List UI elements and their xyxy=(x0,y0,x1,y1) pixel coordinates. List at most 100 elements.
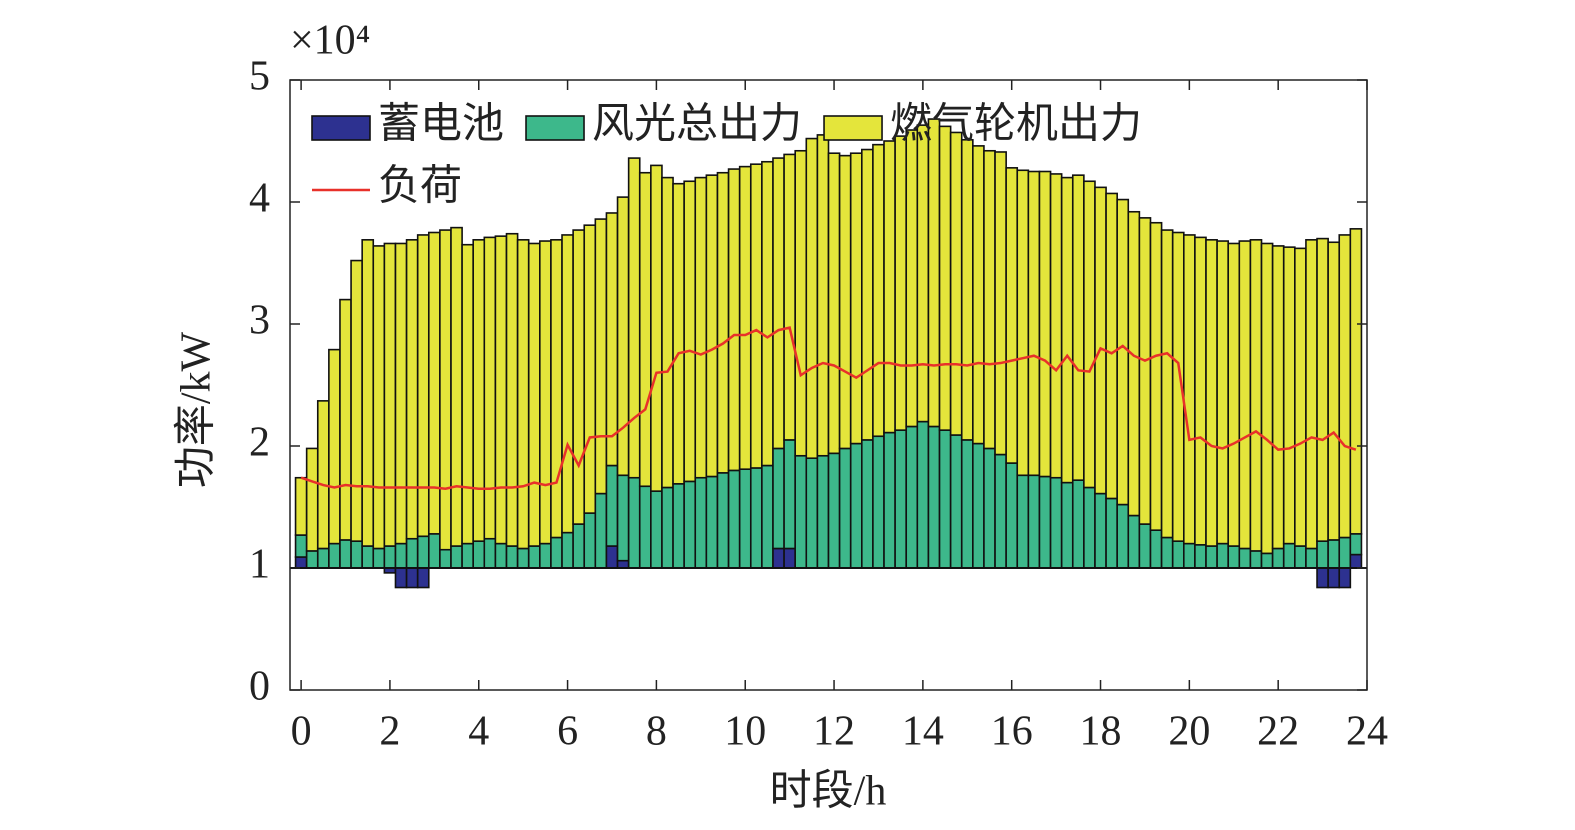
bar xyxy=(1105,192,1118,500)
bar xyxy=(1338,536,1352,569)
bar xyxy=(1027,474,1041,569)
bar xyxy=(916,420,930,569)
bar xyxy=(1027,170,1041,477)
bar xyxy=(1327,539,1341,569)
bar xyxy=(305,447,319,552)
bar xyxy=(983,447,996,569)
x-tick-label: 6 xyxy=(557,709,578,755)
bar xyxy=(583,224,597,514)
x-tick-label: 18 xyxy=(1080,709,1122,755)
bar xyxy=(350,540,363,569)
bar xyxy=(994,151,1007,456)
bar xyxy=(772,547,785,569)
x-tick-label: 2 xyxy=(379,709,400,755)
bar xyxy=(1127,210,1141,517)
bar xyxy=(1238,240,1252,550)
bar xyxy=(916,124,930,423)
bar xyxy=(1138,217,1152,525)
bar xyxy=(1116,503,1130,569)
bar xyxy=(905,425,919,569)
bar xyxy=(1227,545,1241,569)
bar xyxy=(1316,237,1329,542)
bar xyxy=(1316,540,1329,569)
bar xyxy=(650,164,663,492)
bar xyxy=(1305,239,1318,550)
bar xyxy=(561,234,574,534)
bar xyxy=(1316,567,1329,589)
load-line xyxy=(300,326,1357,490)
bar xyxy=(705,174,719,478)
bar xyxy=(1049,173,1063,479)
bar xyxy=(483,537,497,569)
bar xyxy=(1294,545,1307,569)
bar xyxy=(1060,176,1074,484)
legend-label: 蓄电池 xyxy=(378,102,504,148)
bar xyxy=(694,176,708,479)
bar xyxy=(616,196,630,477)
bar xyxy=(494,235,508,545)
bar xyxy=(1271,245,1285,550)
bar xyxy=(894,429,908,569)
y-tick-label: 3 xyxy=(249,298,270,344)
legend-label: 负荷 xyxy=(378,164,462,210)
bar xyxy=(816,134,830,457)
bar xyxy=(516,239,530,550)
bar xyxy=(472,239,486,542)
bar xyxy=(605,545,619,569)
bar xyxy=(1205,545,1218,569)
bar xyxy=(627,157,641,479)
bar xyxy=(439,229,452,551)
bar xyxy=(1149,221,1163,531)
bar xyxy=(1249,239,1263,552)
bar xyxy=(894,135,908,431)
bar xyxy=(827,452,841,569)
bar xyxy=(439,548,452,569)
bar xyxy=(1260,552,1274,569)
bar xyxy=(505,232,519,547)
bar xyxy=(1238,547,1252,569)
bar xyxy=(316,400,330,550)
bar xyxy=(883,431,896,569)
bar xyxy=(1338,234,1352,539)
bar xyxy=(1049,476,1063,569)
bar xyxy=(450,545,463,569)
bar xyxy=(527,545,541,569)
bar xyxy=(505,545,519,569)
bar xyxy=(783,439,796,550)
bar xyxy=(1260,242,1274,555)
legend-label: 燃气轮机出力 xyxy=(890,102,1142,148)
bar xyxy=(1160,536,1174,569)
bar xyxy=(1305,547,1318,569)
bar xyxy=(472,540,486,569)
bar xyxy=(638,485,652,569)
bar xyxy=(616,559,630,569)
bar xyxy=(1038,475,1052,569)
bar xyxy=(861,439,874,569)
y-tick-label: 0 xyxy=(249,664,270,710)
bar xyxy=(1160,229,1174,539)
bar xyxy=(394,542,408,569)
x-tick-label: 12 xyxy=(813,709,855,755)
bar xyxy=(483,236,497,540)
bar xyxy=(461,542,475,569)
bar xyxy=(683,180,697,483)
bar xyxy=(1094,492,1107,569)
bar xyxy=(672,483,685,569)
bar xyxy=(638,171,652,488)
bar xyxy=(450,226,463,547)
bar xyxy=(461,243,475,545)
y-tick-label: 1 xyxy=(249,542,270,588)
bar xyxy=(1216,240,1230,545)
bar xyxy=(561,531,574,569)
x-tick-label: 22 xyxy=(1257,709,1299,755)
bar xyxy=(1227,242,1241,547)
bar xyxy=(783,547,796,569)
bar xyxy=(661,486,674,569)
bar xyxy=(672,182,685,485)
bar xyxy=(838,447,852,569)
bar xyxy=(927,118,941,428)
bar xyxy=(294,556,308,569)
bar xyxy=(1005,167,1019,464)
bar xyxy=(772,157,785,450)
bar xyxy=(983,149,996,450)
